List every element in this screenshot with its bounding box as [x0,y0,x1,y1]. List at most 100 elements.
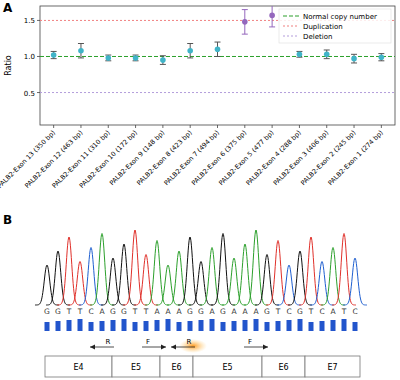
base-call: T [275,307,281,316]
x-tick [135,125,136,128]
primer-label: F [248,338,252,346]
chromatogram-peak [57,237,81,305]
legend-label: Duplication [303,23,343,31]
base-call: G [110,307,116,316]
data-point [269,13,275,19]
primer-label: R [187,338,192,346]
error-bar [133,55,139,61]
quality-bar [298,319,303,331]
base-call: G [220,307,226,316]
legend-label: Deletion [303,33,332,41]
quality-bar [122,319,127,331]
quality-bar [287,320,292,331]
primer-label: F [146,338,150,346]
data-point [78,48,84,54]
exon-label: E7 [327,363,337,372]
primer-arrowhead [90,345,95,350]
base-call: A [154,307,160,316]
error-bar [160,56,166,65]
quality-bar [166,319,171,331]
error-bar [269,6,275,27]
quality-bar [188,321,193,331]
quality-bar [56,321,61,331]
chromatogram [35,230,367,305]
y-tick-label: 1.0 [24,53,35,61]
quality-bar [144,321,149,331]
x-tick [190,125,191,128]
x-tick-label: PALB2-Exon 1 (274 bp) [326,129,384,187]
data-point [215,46,221,52]
quality-bar [67,320,72,331]
data-point [133,55,139,61]
primer-label: R [106,338,111,346]
data-point [242,19,248,25]
legend-box [279,9,391,43]
quality-bar [199,320,204,331]
x-tick [244,125,245,128]
error-bar [324,50,330,59]
error-bar [351,54,357,63]
data-point [187,48,193,54]
base-call: G [198,307,204,316]
base-call: T [77,307,83,316]
x-tick [354,125,355,128]
exon-label: E5 [131,363,141,372]
base-call: A [99,307,105,316]
quality-bar [232,321,237,331]
error-bar [51,51,57,58]
quality-bar [342,319,347,331]
quality-bar [353,322,358,331]
data-point [160,57,166,63]
primer-arrowhead [263,345,268,350]
x-tick [381,125,382,128]
chromatogram-peak [343,258,367,305]
legend-swatch [283,15,299,16]
chromatogram-peak [211,234,235,306]
panel-label: B [3,213,12,227]
base-call: C [88,307,93,316]
chromatogram-peak [299,237,323,305]
data-point [51,52,57,58]
chromatogram-peak [332,234,356,306]
y-tick [37,56,40,57]
plot-area [40,6,395,93]
base-call: G [44,307,50,316]
quality-bar [309,322,314,331]
base-call: G [187,307,193,316]
data-point [105,55,111,61]
y-tick-label: 1.5 [24,17,35,25]
x-tick [80,125,81,128]
plot-frame [40,6,395,125]
base-call: A [231,307,237,316]
x-tick [53,125,54,128]
base-call: G [297,307,303,316]
chromatogram-peak [90,234,114,306]
base-call: T [66,307,72,316]
error-bar [215,42,221,56]
quality-bar [177,322,182,331]
y-axis-label: Ratio [4,55,13,76]
x-tick [108,125,109,128]
y-tick-label: 0.5 [24,90,35,98]
exon-label: E5 [222,363,232,372]
exon-box [262,356,305,377]
quality-bar [111,320,116,331]
quality-bar [89,322,94,331]
legend-label: Normal copy number [303,13,377,21]
exon-box [160,356,193,377]
base-call: A [242,307,248,316]
junction-glow [179,339,207,353]
base-call: G [264,307,270,316]
x-tick [162,125,163,128]
quality-bar [45,322,50,331]
panel-label: A [3,1,13,15]
primer-arrowhead [161,345,166,350]
data-point [379,54,385,60]
quality-bar [243,320,248,331]
chromatogram-peak [145,241,169,306]
error-bar [105,55,111,61]
quality-bar [254,319,259,331]
x-tick [217,125,218,128]
quality-bar [100,321,105,331]
y-tick [37,20,40,21]
